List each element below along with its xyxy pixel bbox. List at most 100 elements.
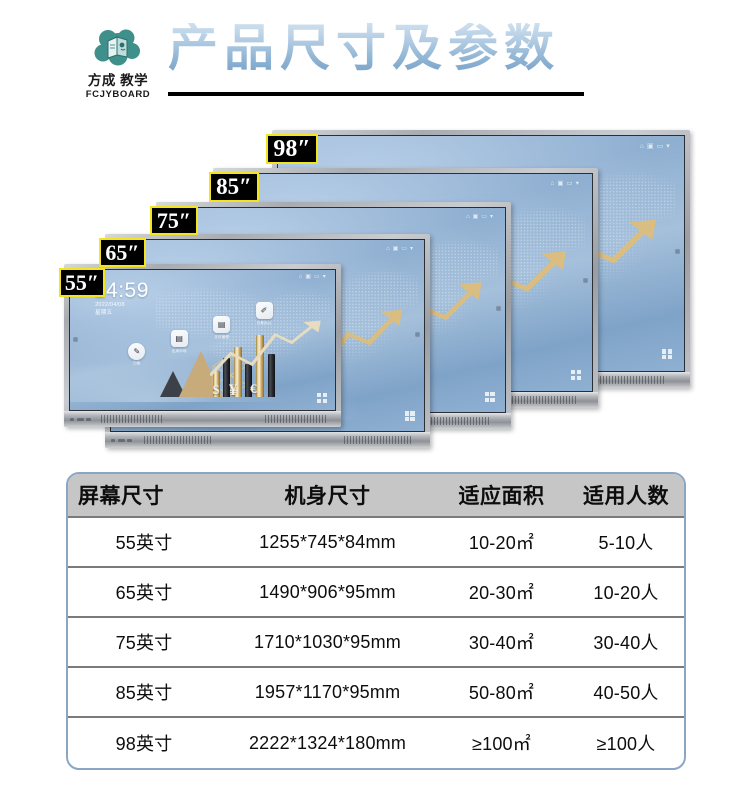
camera-icon: ▣ [647, 143, 654, 151]
cell-screen-size: 85英寸 [115, 683, 173, 703]
size-badge-75: 75″ [150, 206, 198, 235]
logo-english-name: FCJYBOARD [85, 88, 151, 100]
cell-people: 10-20人 [593, 583, 659, 603]
cell-screen-size: 98英寸 [115, 734, 173, 754]
ir-sensor [583, 278, 588, 284]
cell-area: 30-40㎡ [468, 633, 535, 653]
cell-body-size: 1957*1170*95mm [254, 681, 401, 702]
cell-people: 30-40人 [593, 633, 659, 653]
display-icon: ▭ [481, 214, 487, 221]
app-item-app-store[interactable]: ▤ 应用市场 [170, 330, 188, 354]
app-label: 日常办公 [256, 320, 272, 325]
cell-body-size: 2222*1324*180mm [248, 732, 407, 753]
table-row: 55英寸 1255*745*84mm 10-20㎡ 5-10人 [68, 518, 684, 568]
grid-launcher-icon[interactable] [484, 391, 495, 402]
whiteboard-pen-icon: ✎ [128, 342, 146, 360]
home-icon: ⌂ [550, 179, 555, 187]
cell-body-size: 1490*906*95mm [259, 581, 396, 602]
grid-launcher-icon[interactable] [661, 349, 672, 360]
app-label: 应用市场 [171, 348, 187, 353]
column-header-area: 适应面积 [458, 485, 545, 508]
speaker-grille-left [101, 414, 163, 424]
currency-symbol-yen: ¥ [229, 381, 238, 399]
display-65-statusbar: ⌂ ▣ ▭ ▾ [386, 246, 413, 252]
title-underline [168, 92, 584, 96]
wifi-icon: ▾ [666, 143, 670, 151]
camera-icon: ▣ [305, 274, 312, 281]
wifi-icon: ▾ [489, 214, 493, 221]
app-item-file-manager[interactable]: ▤ 文件管理 [213, 316, 231, 340]
home-icon: ⌂ [466, 214, 470, 221]
display-icon: ▭ [401, 245, 408, 252]
cell-people: 40-50人 [593, 683, 659, 703]
display-icon: ▭ [656, 143, 664, 151]
ir-sensor [496, 305, 501, 311]
size-badge-98: 98″ [266, 134, 318, 164]
grid-launcher-icon[interactable] [570, 370, 581, 381]
page-header: 方成 教学 FCJYBOARD 产品尺寸及参数 [0, 0, 750, 115]
column-header-screen-size: 屏幕尺寸 [78, 485, 164, 508]
display-55-statusbar: ⌂ ▣ ▭ ▾ [299, 274, 326, 280]
cell-people: ≥100人 [596, 734, 656, 754]
cell-area: 20-30㎡ [468, 583, 535, 603]
specification-table: 屏幕尺寸 机身尺寸 适应面积 适用人数 55英寸 1255*745*84mm 1… [66, 472, 686, 770]
speaker-grille-right [344, 435, 412, 445]
display-55-chart-graphic: $ ¥ € [210, 319, 327, 399]
bezel-ports [111, 438, 132, 442]
home-icon: ⌂ [639, 143, 645, 151]
speaker-grille-right [494, 395, 576, 405]
table-row: 75英寸 1710*1030*95mm 30-40㎡ 30-40人 [68, 618, 684, 668]
product-size-comparison: ⌂ ▣ ▭ ▾ € [0, 118, 750, 448]
display-55-screen: ⌂ ▣ ▭ ▾ 14:59 2022/04/08 星期五 ✎ 白板 ▤ 应用市场 [69, 269, 336, 411]
cell-area: ≥100㎡ [472, 734, 531, 754]
display-icon: ▭ [314, 274, 320, 281]
page-title: 产品尺寸及参数 [168, 20, 560, 76]
cell-screen-size: 65英寸 [115, 583, 173, 603]
table-row: 98英寸 2222*1324*180mm ≥100㎡ ≥100人 [68, 718, 684, 768]
logo-chinese-name: 方成 教学 [87, 73, 149, 88]
currency-symbol-dollar: $ [212, 381, 220, 397]
office-doc-icon: ✐ [255, 302, 273, 320]
display-98-statusbar: ⌂ ▣ ▭ ▾ [640, 143, 670, 150]
clock-date: 2022/04/08 星期五 [95, 301, 125, 318]
table-row: 85英寸 1957*1170*95mm 50-80㎡ 40-50人 [68, 668, 684, 718]
home-icon: ⌂ [298, 274, 303, 281]
app-item-office[interactable]: ✐ 日常办公 [255, 302, 273, 326]
app-store-icon: ▤ [170, 330, 188, 348]
cell-body-size: 1710*1030*95mm [254, 631, 401, 652]
grid-launcher-icon[interactable] [317, 393, 328, 403]
app-item-whiteboard[interactable]: ✎ 白板 [128, 342, 146, 367]
speaker-grille-right [265, 414, 327, 424]
display-55-bezel [64, 411, 341, 427]
speaker-grille-right [416, 416, 491, 426]
display-85-statusbar: ⌂ ▣ ▭ ▾ [550, 179, 579, 188]
app-label: 文件管理 [214, 334, 229, 339]
trend-arrow-icon [210, 320, 322, 377]
table-row: 65英寸 1490*906*95mm 20-30㎡ 10-20人 [68, 568, 684, 618]
date-value: 2022/04/08 [95, 301, 125, 308]
size-badge-85: 85″ [209, 172, 259, 202]
app-icon-arc: ✎ 白板 ▤ 应用市场 ▤ 文件管理 ✐ 日常办公 [70, 270, 335, 410]
currency-symbol-euro: € [250, 381, 257, 397]
display-75-statusbar: ⌂ ▣ ▭ ▾ [466, 214, 493, 220]
cell-area: 50-80㎡ [468, 683, 535, 703]
column-header-people: 适用人数 [583, 485, 669, 508]
speaker-grille-left [144, 435, 212, 445]
wifi-icon: ▾ [322, 274, 326, 281]
size-badge-65: 65″ [99, 238, 146, 267]
cell-people: 5-10人 [598, 533, 654, 553]
wifi-icon: ▾ [410, 245, 414, 252]
camera-icon: ▣ [392, 245, 399, 252]
display-65-bezel [105, 432, 430, 448]
camera-icon: ▣ [472, 214, 479, 221]
cell-area: 10-20㎡ [468, 533, 535, 553]
clock-time: 14:59 [93, 278, 149, 302]
table-header-row: 屏幕尺寸 机身尺寸 适应面积 适用人数 [68, 474, 684, 518]
flower-book-logo-icon [94, 26, 142, 70]
grid-launcher-icon[interactable] [404, 411, 415, 422]
ir-sensor [675, 248, 680, 254]
display-55[interactable]: ⌂ ▣ ▭ ▾ 14:59 2022/04/08 星期五 ✎ 白板 ▤ 应用市场 [64, 264, 341, 427]
weekday-value: 星期五 [95, 310, 113, 317]
cell-screen-size: 55英寸 [115, 533, 173, 553]
file-manager-icon: ▤ [213, 316, 231, 334]
